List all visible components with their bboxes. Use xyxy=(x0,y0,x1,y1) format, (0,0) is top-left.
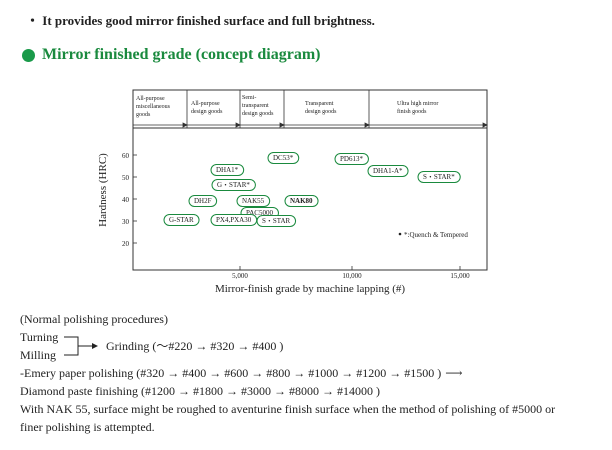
arrowhead xyxy=(235,122,241,128)
grade-label-dc53: DC53* xyxy=(273,154,294,162)
green-dot-icon xyxy=(22,48,35,62)
category-label: All-purpose design goods xyxy=(191,101,223,115)
grade-capsule xyxy=(417,171,461,183)
grade-capsule xyxy=(188,195,218,207)
grade-capsule xyxy=(236,195,271,207)
grade-capsule xyxy=(210,164,245,176)
grade-label-gstar-qt: G・STAR* xyxy=(217,181,250,189)
y-axis-label: Hardness (HRC) xyxy=(97,153,109,227)
milling-label: Milling xyxy=(20,348,57,362)
diamond-line: Diamond paste finishing (#1200 → #1800 →… xyxy=(20,384,380,398)
category-label: Ultra high mirror finish goods xyxy=(397,101,440,115)
grinding-line: Grinding (～#220 → #320 → #400 ) xyxy=(106,339,284,353)
grade-label-nak80: NAK80 xyxy=(290,197,313,205)
intro-line: ・ It provides good mirror finished surfa… xyxy=(26,10,375,29)
grade-label-pd613: PD613* xyxy=(340,155,363,163)
section-title: Mirror finished grade (concept diagram) xyxy=(42,46,321,63)
grade-label-nak55: NAK55 xyxy=(242,197,265,205)
nak-note-line-1: With NAK 55, surface might be roughed to… xyxy=(20,402,556,416)
intro-text: It provides good mirror finished surface… xyxy=(42,13,375,28)
bullet-symbol: ・ xyxy=(26,13,40,28)
nak-note-line-2: finer polishing is attempted. xyxy=(20,420,155,434)
x-tick-label: 15,000 xyxy=(450,272,470,280)
grade-capsule xyxy=(367,165,409,177)
grade-label-sstar-qt: S・STAR* xyxy=(423,173,455,181)
grade-label-pac5000: PAC5000 xyxy=(246,209,273,217)
category-label: Semi- transparent design goods xyxy=(242,95,274,117)
arrowhead xyxy=(279,122,285,128)
turning-milling-group: Turning Milling Grinding (～#220 → #320 →… xyxy=(20,328,555,364)
category-label: All-purpose miscellaneous goods xyxy=(136,96,172,118)
y-tick-label: 20 xyxy=(122,240,130,248)
grade-label-dha1: DHA1* xyxy=(216,166,239,174)
grade-capsule xyxy=(256,215,297,227)
grade-label-gstar: G-STAR xyxy=(169,216,194,224)
arrow-right-icon: ⟶ xyxy=(445,366,463,380)
grade-capsule xyxy=(284,195,319,207)
plot-frame xyxy=(132,89,488,271)
x-tick-label: 10,000 xyxy=(342,272,362,280)
y-tick-label: 50 xyxy=(122,174,130,182)
turning-label: Turning xyxy=(20,330,59,344)
grade-label-dh2f: DH2F xyxy=(194,197,212,205)
polishing-notes: (Normal polishing procedures) Turning Mi… xyxy=(20,310,555,436)
y-tick-label: 60 xyxy=(122,152,130,160)
asterisk-dot-icon xyxy=(398,232,402,236)
emery-line: -Emery paper polishing (#320 → #400 → #6… xyxy=(20,366,463,380)
section-heading: Mirror finished grade (concept diagram) xyxy=(22,46,320,64)
bracket-arrow-icon xyxy=(64,336,98,356)
legend-note: *:Quench & Tempered xyxy=(404,231,468,239)
y-tick-label: 40 xyxy=(122,196,130,204)
notes-heading: (Normal polishing procedures) xyxy=(20,312,168,326)
arrowhead xyxy=(182,122,188,128)
x-axis-label: Mirror-finish grade by machine lapping (… xyxy=(215,283,405,295)
grade-capsule xyxy=(211,179,256,191)
grade-capsule xyxy=(163,214,200,226)
grade-label-px4: PX4,PXA30 xyxy=(216,216,252,224)
grade-capsule xyxy=(267,152,300,164)
x-tick-label: 5,000 xyxy=(232,272,248,280)
grade-label-dha1a: DHA1-A* xyxy=(373,167,403,175)
arrowhead xyxy=(482,122,488,128)
grade-label-sstar: S・STAR xyxy=(262,217,291,225)
y-tick-label: 30 xyxy=(122,218,130,226)
category-label: Transparent design goods xyxy=(305,101,337,115)
grade-capsule xyxy=(334,153,369,165)
arrowhead xyxy=(364,122,370,128)
